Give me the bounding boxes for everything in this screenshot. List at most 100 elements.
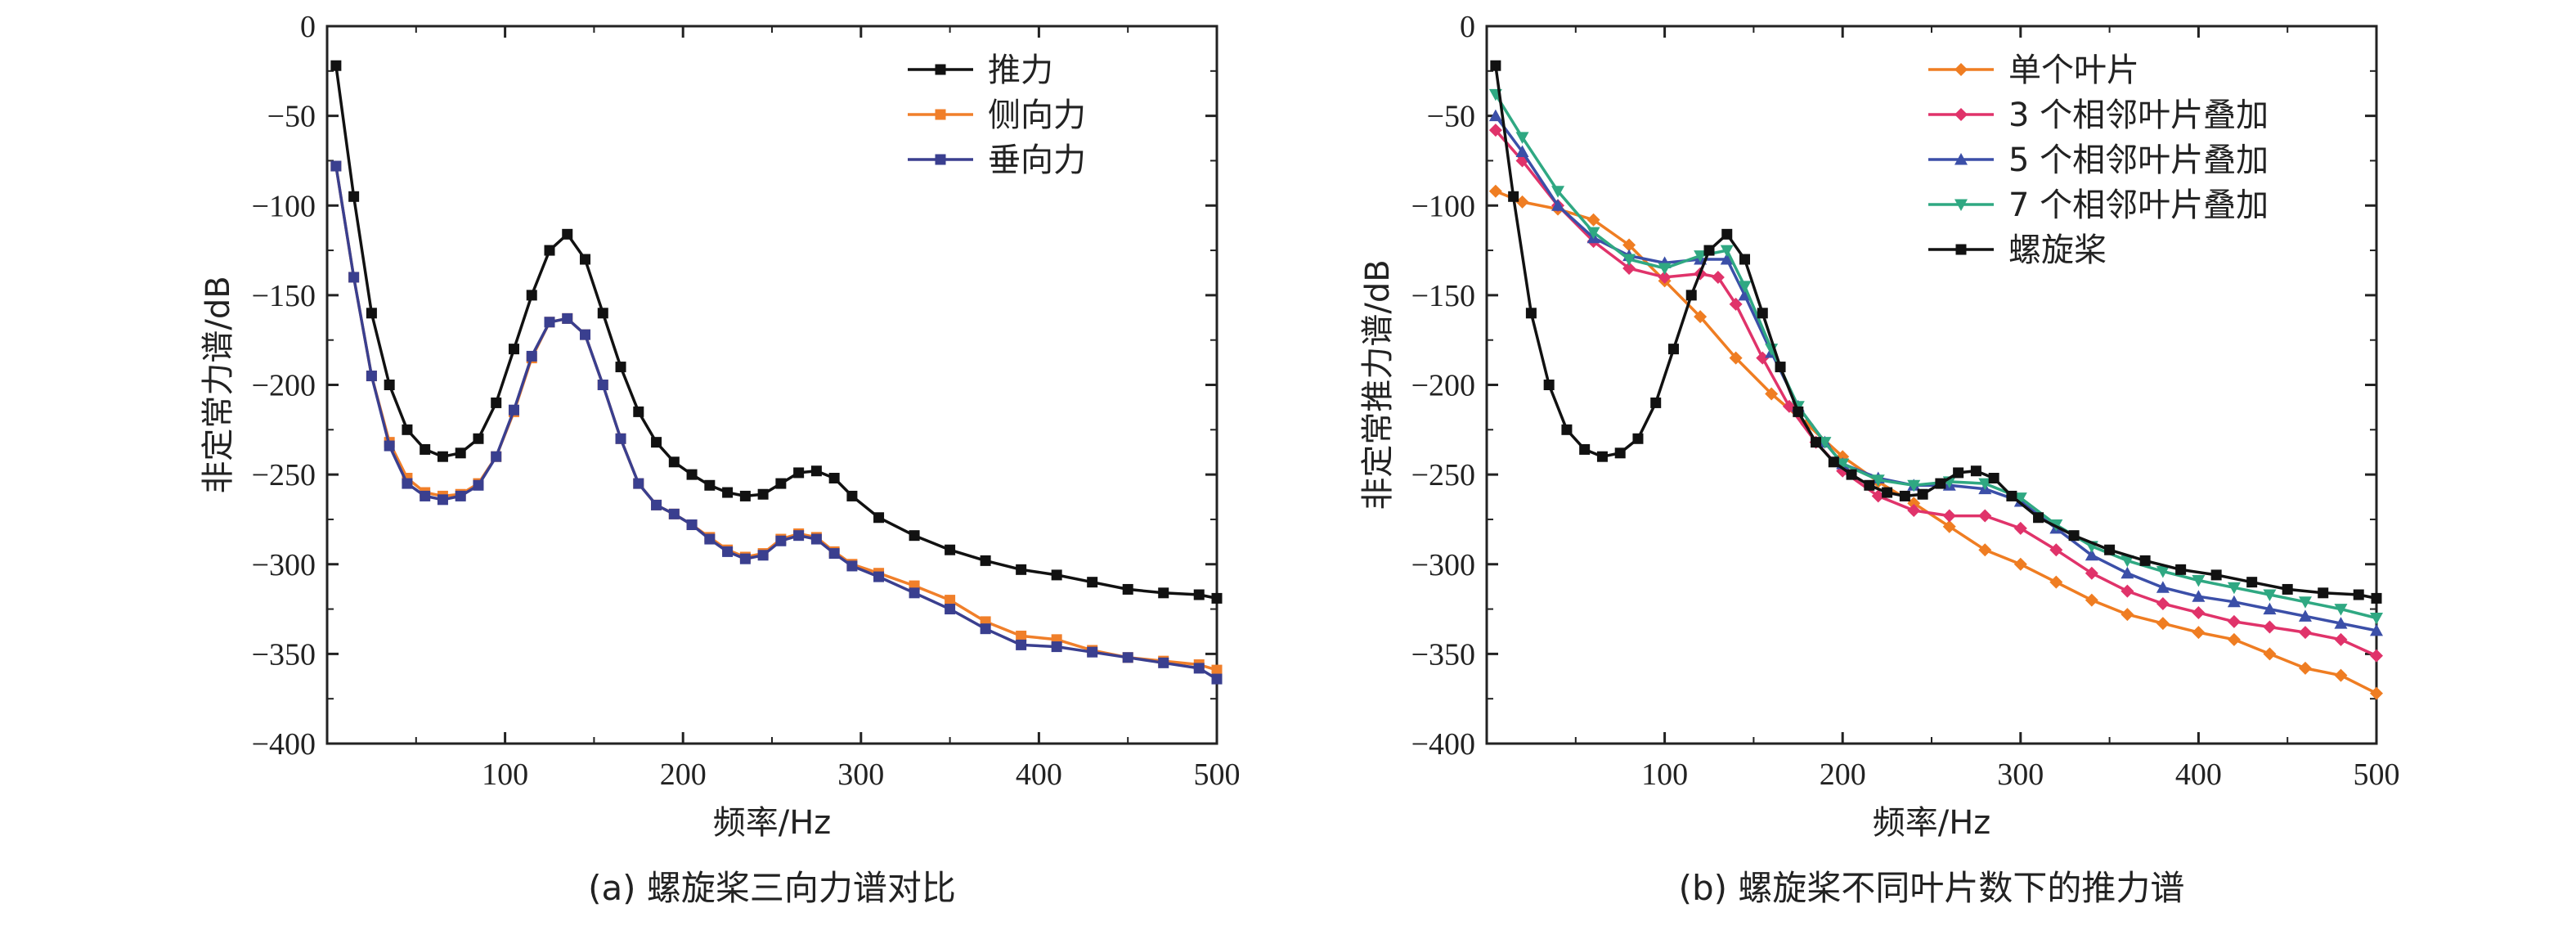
data-point bbox=[2370, 649, 2383, 663]
y-tick-label: −250 bbox=[252, 458, 316, 492]
data-point bbox=[1051, 569, 1062, 581]
panel-caption: (a) 螺旋桨三向力谱对比 bbox=[588, 868, 956, 908]
data-point bbox=[651, 499, 662, 510]
x-tick-label: 400 bbox=[2175, 757, 2222, 792]
series-line bbox=[1494, 93, 2377, 620]
x-tick-label: 300 bbox=[1997, 757, 2044, 792]
data-point bbox=[739, 553, 751, 564]
data-point bbox=[1739, 254, 1751, 265]
data-point bbox=[1685, 290, 1697, 301]
data-point bbox=[739, 490, 751, 501]
data-point bbox=[909, 530, 920, 542]
data-point bbox=[668, 456, 680, 468]
data-point bbox=[1917, 488, 1928, 500]
data-point bbox=[1988, 473, 1999, 484]
data-point bbox=[384, 380, 395, 390]
data-point bbox=[1871, 489, 1885, 503]
data-point bbox=[722, 546, 734, 557]
data-point bbox=[810, 465, 822, 477]
data-point bbox=[2192, 605, 2206, 619]
data-point bbox=[348, 272, 360, 283]
data-point bbox=[775, 535, 787, 546]
data-point bbox=[704, 479, 716, 491]
data-point bbox=[668, 508, 680, 519]
data-point bbox=[1508, 191, 1519, 202]
data-point bbox=[775, 478, 787, 489]
data-point bbox=[1561, 424, 1573, 435]
legend-label: 单个叶片 bbox=[2008, 52, 2139, 89]
data-point bbox=[1765, 387, 1779, 401]
series-line bbox=[1495, 190, 2377, 695]
data-point bbox=[2353, 589, 2364, 600]
data-point bbox=[2263, 589, 2277, 602]
data-point bbox=[1087, 646, 1098, 658]
data-point bbox=[437, 494, 448, 506]
legend-label: 3 个相邻叶片叠加 bbox=[2008, 97, 2269, 134]
data-point bbox=[420, 443, 431, 455]
data-point bbox=[1515, 195, 1529, 209]
data-point bbox=[1729, 351, 1743, 365]
data-point bbox=[686, 519, 698, 531]
y-tick-label: −150 bbox=[252, 279, 316, 313]
data-point bbox=[1703, 245, 1715, 256]
data-point bbox=[2156, 596, 2170, 610]
data-point bbox=[526, 350, 537, 362]
data-point bbox=[828, 473, 840, 484]
series-2 bbox=[1488, 124, 2383, 663]
data-point bbox=[1211, 673, 1223, 685]
data-point bbox=[1211, 664, 1223, 676]
x-axis-title: 频率/Hz bbox=[713, 804, 832, 842]
data-point bbox=[491, 397, 502, 408]
x-tick-label: 200 bbox=[1820, 757, 1866, 792]
data-point bbox=[1193, 663, 1205, 674]
y-tick-label: −100 bbox=[252, 189, 316, 223]
series-line bbox=[334, 165, 1218, 681]
data-point bbox=[793, 467, 805, 479]
series-5 bbox=[1490, 60, 2382, 604]
data-point bbox=[722, 487, 734, 498]
data-point bbox=[473, 433, 484, 444]
data-point bbox=[2175, 564, 2187, 575]
data-point bbox=[1782, 399, 1796, 413]
data-point bbox=[1953, 467, 1964, 479]
data-point bbox=[2334, 668, 2348, 682]
data-point bbox=[2068, 530, 2080, 542]
series-4 bbox=[1488, 88, 2383, 625]
data-point bbox=[473, 479, 484, 491]
data-point bbox=[2049, 575, 2063, 589]
data-point bbox=[1051, 641, 1062, 653]
data-point bbox=[580, 254, 591, 265]
data-point bbox=[1871, 474, 1885, 487]
data-point bbox=[1846, 469, 1857, 480]
data-point bbox=[2006, 490, 2017, 501]
data-point bbox=[1907, 479, 1921, 492]
data-point bbox=[1793, 406, 1804, 417]
series-3 bbox=[330, 160, 1223, 685]
legend-label: 5 个相邻叶片叠加 bbox=[2008, 142, 2269, 179]
data-point bbox=[1978, 543, 1992, 557]
x-tick-label: 200 bbox=[660, 757, 707, 792]
data-point bbox=[980, 623, 991, 635]
data-point bbox=[2263, 647, 2277, 661]
data-point bbox=[757, 488, 769, 500]
data-point bbox=[1586, 227, 1600, 240]
data-point bbox=[491, 451, 502, 462]
legend-label: 推力 bbox=[988, 52, 1053, 89]
data-point bbox=[1650, 397, 1662, 408]
data-point bbox=[1622, 254, 1636, 267]
data-point bbox=[1711, 270, 1725, 284]
data-point bbox=[1211, 592, 1223, 604]
legend-marker bbox=[935, 109, 946, 120]
legend-marker bbox=[1954, 108, 1968, 121]
y-tick-label: −150 bbox=[1411, 279, 1475, 313]
data-point bbox=[2227, 614, 2241, 628]
data-point bbox=[651, 437, 662, 448]
data-point bbox=[2013, 557, 2027, 571]
data-point bbox=[2334, 617, 2348, 629]
data-point bbox=[1721, 228, 1733, 240]
data-point bbox=[508, 344, 519, 355]
data-point bbox=[1488, 124, 1502, 137]
data-point bbox=[526, 290, 537, 301]
data-point bbox=[1551, 199, 1565, 211]
